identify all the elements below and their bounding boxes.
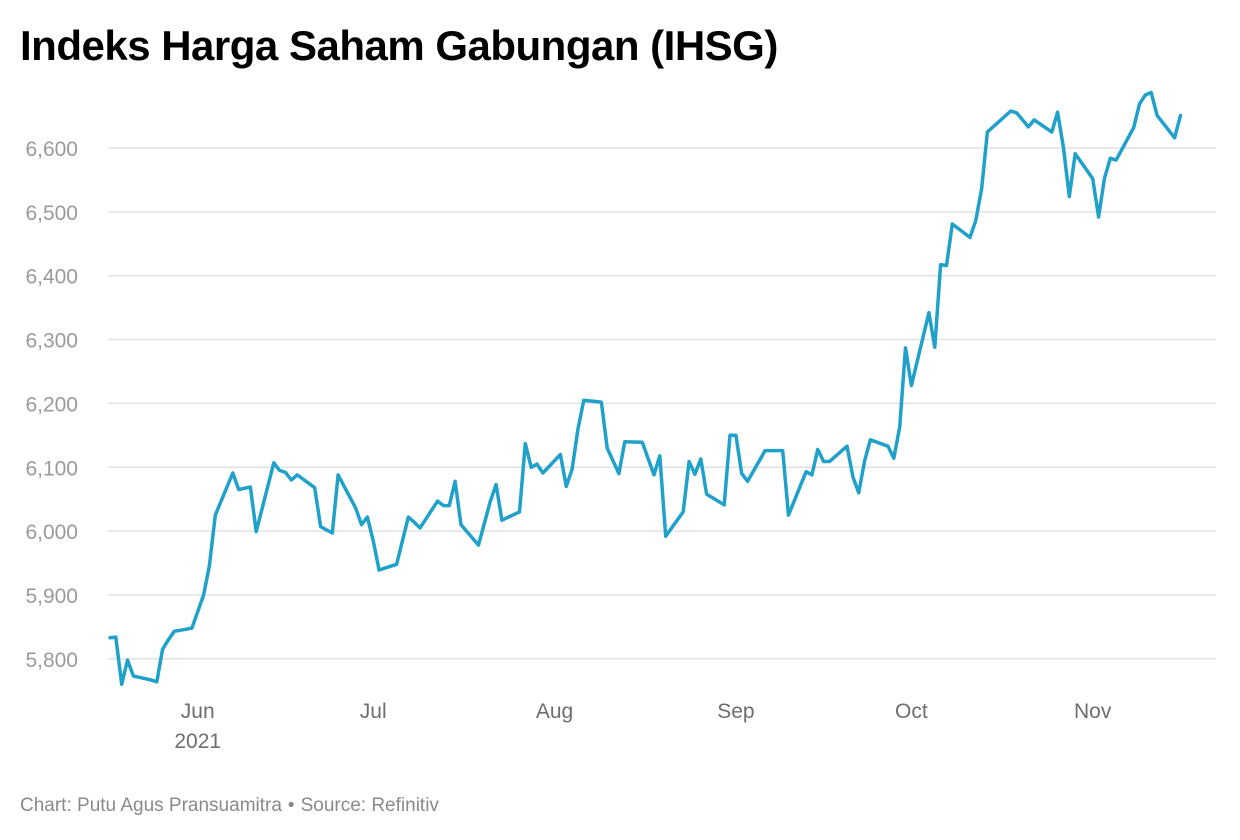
y-tick-label: 5,900 (25, 585, 78, 608)
y-tick-label: 5,800 (25, 649, 78, 672)
y-tick-label: 6,000 (25, 521, 78, 544)
chart-credit: Chart: Putu Agus Pransuamitra (20, 795, 282, 816)
y-tick-label: 6,600 (25, 138, 78, 161)
chart-footer: Chart: Putu Agus Pransuamitra • Source: Re… (20, 795, 439, 817)
y-tick-label: 6,300 (25, 330, 78, 353)
x-tick-label: Aug (536, 700, 573, 723)
x-tick-label: Nov (1074, 700, 1112, 723)
x-tick-label: Oct (895, 700, 928, 723)
chart-title: Indeks Harga Saham Gabungan (IHSG) (20, 22, 778, 69)
y-tick-label: 6,500 (25, 202, 78, 225)
x-axis: Jun 2021 Jul Aug Sep Oct Nov (174, 700, 1111, 753)
x-tick-label: Jul (360, 700, 387, 723)
x-tick-sublabel: 2021 (174, 730, 221, 753)
series-layer (108, 90, 1183, 687)
series-line (108, 90, 1183, 687)
x-tick-label: Jun (181, 700, 215, 723)
y-tick-label: 6,200 (25, 393, 78, 416)
y-tick-label: 6,100 (25, 457, 78, 480)
x-tick-label: Sep (717, 700, 754, 723)
gridlines (108, 147, 1216, 660)
y-axis: 5,800 5,900 6,000 6,100 6,200 6,300 6,400 6,500… (25, 138, 78, 672)
footer-separator: • (287, 795, 295, 816)
y-tick-label: 6,400 (25, 266, 78, 289)
chart-source: Source: Refinitiv (300, 795, 439, 816)
